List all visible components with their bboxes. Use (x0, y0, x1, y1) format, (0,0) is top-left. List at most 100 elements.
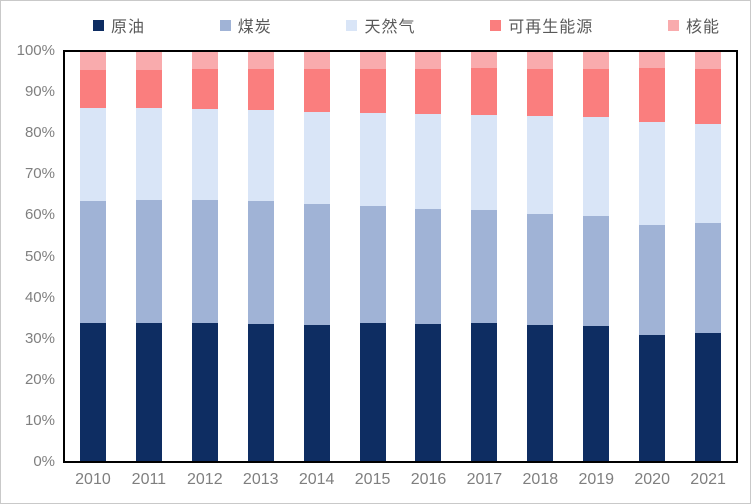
legend-item-4: 核能 (667, 13, 720, 37)
chart-legend: 原油 煤炭 天然气 可再生能源 核能 (93, 13, 720, 37)
bar-segment-煤炭-2021 (695, 222, 722, 334)
legend-label: 煤炭 (237, 19, 272, 36)
bar-segment-煤炭-2017 (471, 210, 498, 324)
legend-label: 核能 (685, 19, 720, 36)
bar-segment-原油-2014 (303, 324, 330, 461)
bar-segment-原油-2017 (471, 323, 498, 461)
bar-slot-2016 (401, 52, 457, 461)
bar-segment-可再生能源-2015 (359, 69, 386, 114)
y-axis-tick: 0% (33, 453, 55, 470)
bar-segment-煤炭-2020 (639, 225, 666, 336)
bar-2020 (639, 52, 666, 461)
legend-item-3: 可再生能源 (490, 13, 593, 37)
x-axis-tick: 2018 (522, 471, 559, 488)
x-axis-tick: 2021 (690, 471, 726, 488)
bar-slot-2021 (680, 52, 736, 461)
bar-2011 (135, 52, 162, 461)
bar-slot-2014 (289, 52, 345, 461)
bar-segment-原油-2015 (359, 323, 386, 461)
legend-item-1: 煤炭 (219, 13, 272, 37)
bar-segment-核能-2019 (583, 52, 610, 70)
bar-segment-天然气-2016 (415, 113, 442, 209)
bar-segment-天然气-2019 (583, 117, 610, 217)
bar-segment-核能-2016 (415, 52, 442, 70)
bar-2017 (471, 52, 498, 461)
bar-segment-天然气-2014 (303, 111, 330, 204)
legend-label: 天然气 (364, 19, 416, 36)
x-axis-labels: 2010 2011 2012 2013 2014 2015 2016 2017 2018 2019… (65, 470, 736, 492)
bar-segment-天然气-2012 (191, 108, 218, 201)
bar-segment-原油-2010 (79, 323, 106, 461)
bar-segment-煤炭-2012 (191, 200, 218, 323)
bar-segment-可再生能源-2011 (135, 70, 162, 109)
x-axis-tick: 2016 (410, 471, 447, 488)
bar-segment-煤炭-2013 (247, 201, 274, 324)
bar-segment-可再生能源-2018 (527, 69, 554, 116)
legend-item-2: 天然气 (346, 13, 415, 37)
x-axis-tick: 2012 (187, 471, 223, 488)
bar-segment-原油-2011 (135, 323, 162, 461)
y-axis-tick: 100% (16, 42, 55, 59)
y-axis-tick: 20% (24, 370, 55, 388)
bar-segment-天然气-2018 (527, 115, 554, 214)
plot-area (63, 50, 738, 463)
x-axis-tick: 2010 (75, 471, 111, 488)
legend-swatch-icon (219, 19, 231, 31)
bar-2015 (359, 52, 386, 461)
legend-swatch-icon (93, 19, 104, 31)
bar-2016 (415, 52, 442, 461)
legend-swatch-icon (490, 19, 502, 31)
bar-segment-煤炭-2015 (359, 205, 386, 324)
bar-segment-原油-2012 (191, 322, 218, 461)
y-axis-tick: 80% (24, 124, 55, 142)
bar-segment-原油-2013 (247, 324, 274, 461)
bar-2012 (191, 52, 218, 461)
y-axis-tick: 10% (24, 411, 55, 429)
bar-2019 (583, 52, 610, 461)
bar-segment-核能-2010 (79, 52, 106, 71)
bar-segment-核能-2015 (359, 52, 386, 70)
bar-segment-原油-2021 (695, 333, 722, 461)
bar-segment-可再生能源-2013 (247, 69, 274, 111)
bar-slot-2015 (345, 52, 401, 461)
bar-slot-2012 (177, 52, 233, 461)
bar-slot-2020 (624, 52, 680, 461)
bar-segment-可再生能源-2010 (79, 70, 106, 108)
bar-segment-天然气-2020 (639, 122, 666, 226)
bar-segment-可再生能源-2020 (639, 68, 666, 123)
bar-segment-煤炭-2018 (527, 213, 554, 325)
bar-slot-2018 (512, 52, 568, 461)
bar-segment-煤炭-2010 (79, 200, 106, 324)
bar-segment-天然气-2021 (695, 124, 722, 223)
x-axis-tick: 2020 (634, 471, 670, 488)
x-axis-tick: 2013 (242, 471, 279, 488)
bar-slot-2017 (456, 52, 512, 461)
x-axis-tick: 2014 (298, 471, 335, 488)
bar-segment-可再生能源-2017 (471, 68, 498, 115)
bar-segment-核能-2021 (695, 52, 722, 70)
bar-segment-核能-2011 (135, 52, 162, 71)
bar-segment-原油-2018 (527, 324, 554, 461)
bar-2014 (303, 52, 330, 461)
bar-2018 (527, 52, 554, 461)
x-axis-tick: 2011 (131, 471, 167, 488)
legend-item-0: 原油 (93, 13, 145, 37)
bar-slot-2019 (568, 52, 624, 461)
bar-2010 (79, 52, 106, 461)
x-axis-tick: 2015 (354, 471, 391, 488)
bar-segment-可再生能源-2012 (191, 69, 218, 109)
bar-segment-天然气-2013 (247, 110, 274, 202)
y-axis-tick: 40% (24, 288, 55, 306)
bar-segment-可再生能源-2014 (303, 69, 330, 112)
bars-container (65, 52, 736, 461)
bar-slot-2013 (233, 52, 289, 461)
bar-slot-2011 (121, 52, 177, 461)
bar-2013 (247, 52, 274, 461)
y-axis-tick: 30% (24, 329, 55, 347)
bar-segment-核能-2013 (247, 52, 274, 70)
bar-segment-核能-2014 (303, 52, 330, 70)
bar-segment-原油-2019 (583, 326, 610, 461)
bar-segment-核能-2012 (191, 52, 218, 70)
bar-slot-2010 (65, 52, 121, 461)
